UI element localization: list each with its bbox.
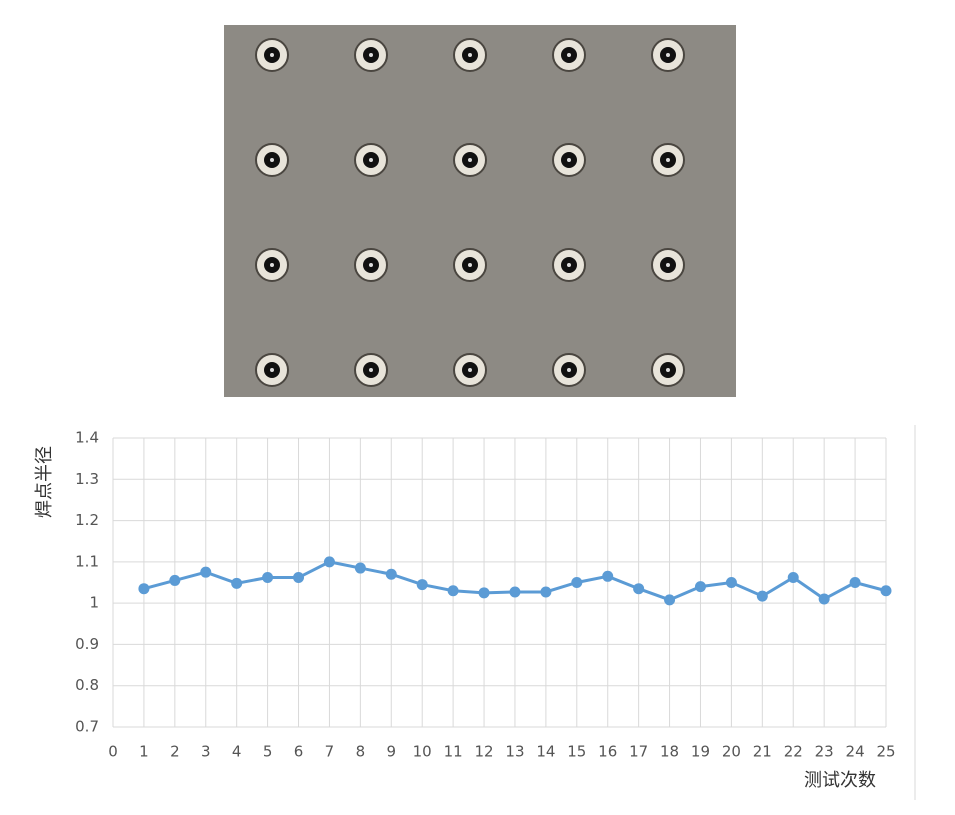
x-tick-label: 4 xyxy=(232,743,242,761)
data-point xyxy=(293,572,305,584)
x-tick-label: 1 xyxy=(139,743,149,761)
x-tick-label: 3 xyxy=(201,743,211,761)
x-tick-label: 6 xyxy=(294,743,304,761)
x-tick-label: 22 xyxy=(784,743,803,761)
data-point xyxy=(880,585,892,597)
y-tick-label: 1 xyxy=(89,594,99,612)
x-tick-label: 19 xyxy=(691,743,710,761)
x-tick-label: 0 xyxy=(108,743,118,761)
x-tick-label: 21 xyxy=(753,743,772,761)
x-tick-label: 2 xyxy=(170,743,180,761)
data-point xyxy=(354,562,366,574)
y-tick-label: 0.9 xyxy=(75,635,99,653)
x-tick-label: 13 xyxy=(505,743,524,761)
weld-center xyxy=(567,368,571,372)
y-tick-label: 1.1 xyxy=(75,552,99,570)
data-point xyxy=(231,577,243,589)
data-point xyxy=(602,570,614,582)
data-point xyxy=(787,572,799,584)
weld-center xyxy=(270,368,274,372)
data-point xyxy=(540,586,552,598)
x-tick-label: 17 xyxy=(629,743,648,761)
weld-dots xyxy=(255,38,685,387)
weld-center xyxy=(567,263,571,267)
y-tick-label: 1.4 xyxy=(75,429,99,447)
data-point xyxy=(262,572,274,584)
data-point xyxy=(200,566,212,578)
y-tick-label: 1.2 xyxy=(75,511,99,529)
data-point xyxy=(633,583,645,595)
x-tick-label: 16 xyxy=(598,743,617,761)
data-point xyxy=(169,574,181,586)
weld-center xyxy=(270,53,274,57)
weld-center xyxy=(369,158,373,162)
y-tick-label: 0.8 xyxy=(75,676,99,694)
x-tick-label: 12 xyxy=(474,743,493,761)
data-point xyxy=(447,585,459,597)
data-point xyxy=(818,593,830,605)
weld-center xyxy=(468,368,472,372)
data-point xyxy=(509,586,521,598)
x-tick-label: 11 xyxy=(444,743,463,761)
weld-center xyxy=(369,263,373,267)
weld-center xyxy=(369,53,373,57)
weld-center xyxy=(567,158,571,162)
data-point xyxy=(385,568,397,580)
x-tick-label: 7 xyxy=(325,743,335,761)
weld-center xyxy=(468,158,472,162)
x-tick-label: 14 xyxy=(536,743,555,761)
weld-center xyxy=(270,263,274,267)
data-point xyxy=(478,587,490,599)
x-tick-label: 15 xyxy=(567,743,586,761)
photo-background xyxy=(224,25,736,397)
data-point xyxy=(416,579,428,591)
x-tick-label: 24 xyxy=(846,743,865,761)
x-tick-label: 9 xyxy=(387,743,397,761)
data-point xyxy=(725,577,737,588)
weld-center xyxy=(666,53,670,57)
data-point xyxy=(664,594,676,606)
x-axis-label: 测试次数 xyxy=(804,770,876,791)
weld-center xyxy=(666,263,670,267)
x-tick-label: 8 xyxy=(356,743,366,761)
weld-center xyxy=(567,53,571,57)
data-point xyxy=(849,577,861,588)
x-tick-label: 23 xyxy=(815,743,834,761)
data-point xyxy=(756,590,768,602)
x-tick-label: 20 xyxy=(722,743,741,761)
weld-center xyxy=(369,368,373,372)
x-tick-label: 25 xyxy=(876,743,895,761)
x-tick-label: 5 xyxy=(263,743,273,761)
y-axis-label: 焊点半径 xyxy=(34,446,55,518)
data-point xyxy=(138,583,150,595)
data-point xyxy=(694,581,706,593)
weld-center xyxy=(666,158,670,162)
y-tick-label: 1.3 xyxy=(75,470,99,488)
data-point xyxy=(571,577,583,588)
weld-center xyxy=(468,263,472,267)
x-tick-label: 10 xyxy=(413,743,432,761)
y-tick-label: 0.7 xyxy=(75,718,99,736)
data-point xyxy=(323,556,335,568)
x-tick-label: 18 xyxy=(660,743,679,761)
weld-center xyxy=(270,158,274,162)
weld-center xyxy=(666,368,670,372)
weld-center xyxy=(468,53,472,57)
weld-photo xyxy=(224,25,736,397)
